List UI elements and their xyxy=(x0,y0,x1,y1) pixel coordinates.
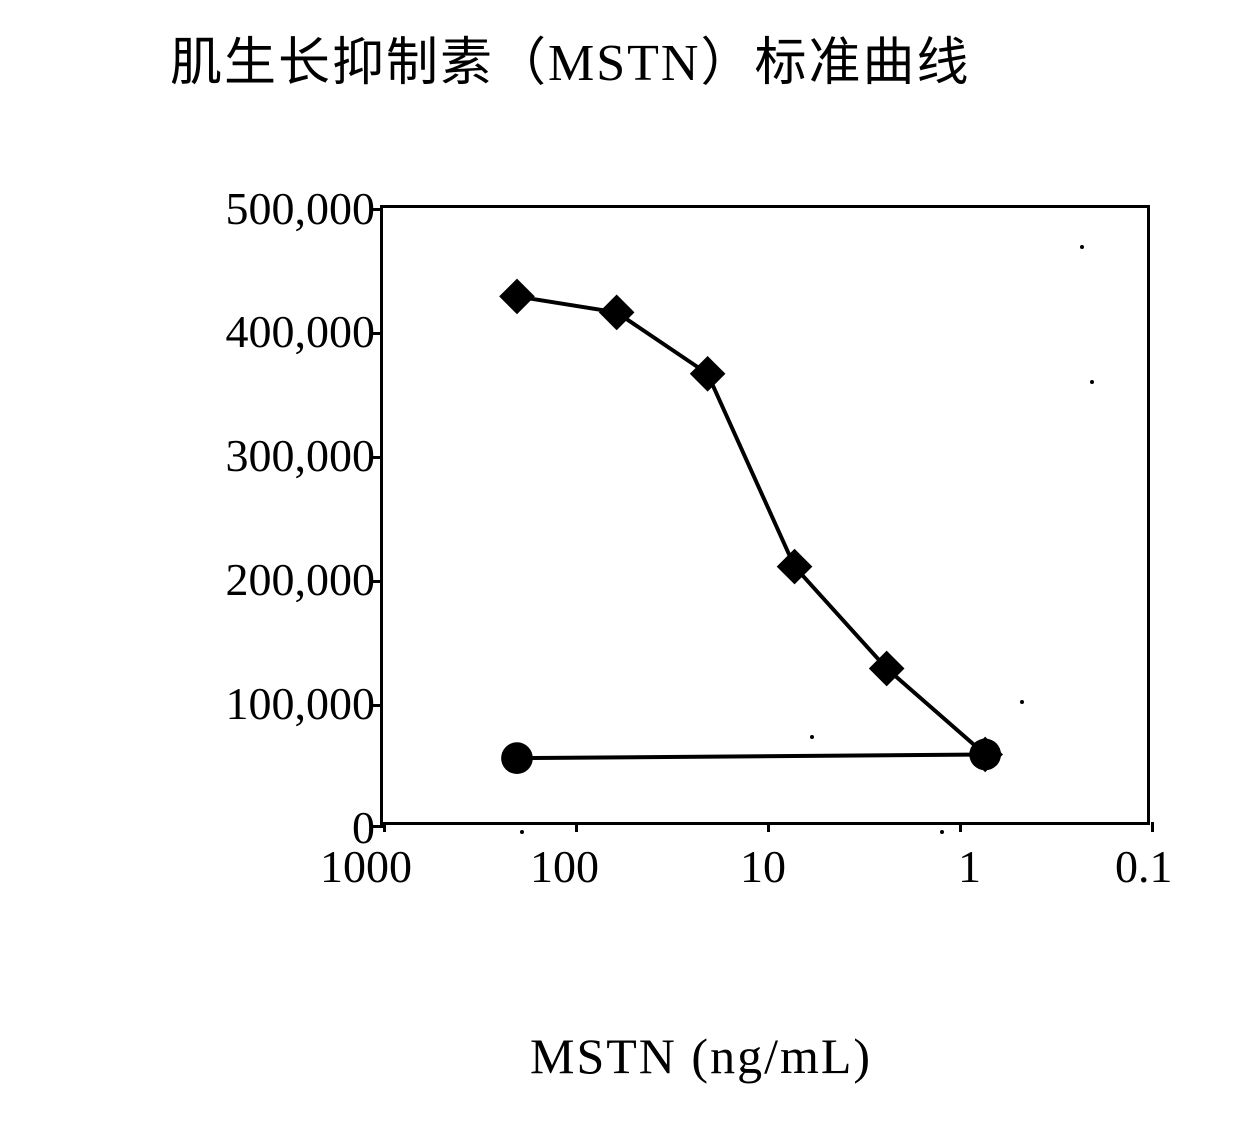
xtick-0.1: 0.1 xyxy=(1115,840,1173,893)
tick-mark xyxy=(383,822,386,832)
chart-svg xyxy=(383,208,1147,822)
tick-mark xyxy=(575,822,578,832)
chart-container: 相对荧光素酶单位 MSTN (ng/mL) 500,000 400,000 30… xyxy=(60,200,1160,980)
tick-mark xyxy=(373,456,383,459)
tick-mark xyxy=(373,208,383,211)
ytick-100000: 100,000 xyxy=(155,677,375,730)
ytick-500000: 500,000 xyxy=(155,182,375,235)
xtick-1: 1 xyxy=(958,840,981,893)
xtick-1000: 1000 xyxy=(320,840,412,893)
x-axis-label: MSTN (ng/mL) xyxy=(530,1027,872,1085)
tick-mark xyxy=(959,822,962,832)
tick-mark xyxy=(373,580,383,583)
tick-mark xyxy=(1151,822,1154,832)
xtick-100: 100 xyxy=(530,840,599,893)
ytick-400000: 400,000 xyxy=(155,305,375,358)
ytick-200000: 200,000 xyxy=(155,553,375,606)
tick-mark xyxy=(373,825,383,828)
tick-mark xyxy=(373,704,383,707)
ytick-300000: 300,000 xyxy=(155,429,375,482)
plot-area xyxy=(380,205,1150,825)
tick-mark xyxy=(373,332,383,335)
tick-mark xyxy=(767,822,770,832)
chart-title: 肌生长抑制素（MSTN）标准曲线 xyxy=(170,20,970,95)
xtick-10: 10 xyxy=(740,840,786,893)
